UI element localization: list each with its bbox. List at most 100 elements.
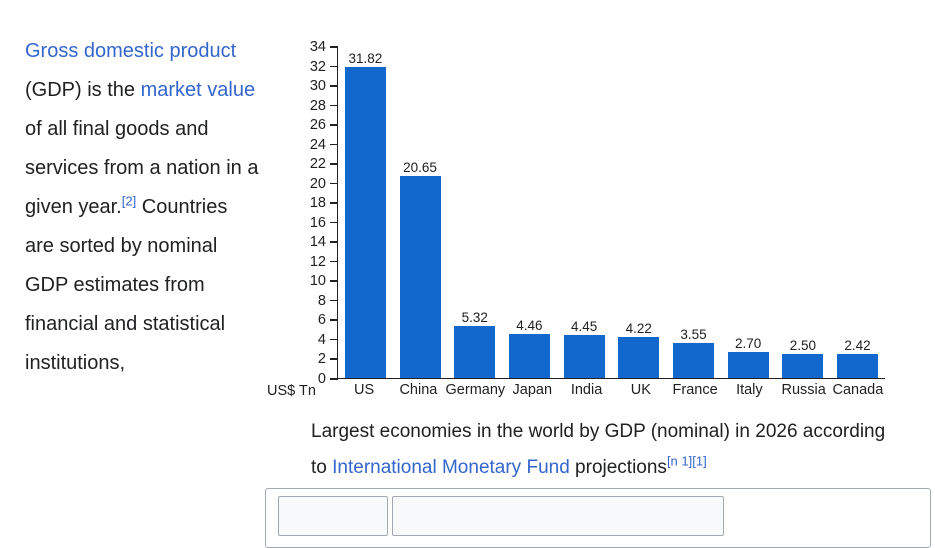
- y-tick-label: 8: [317, 292, 326, 309]
- y-tick-mark: [330, 338, 338, 341]
- y-tick-mark: [330, 280, 338, 282]
- y-tick-label: 18: [309, 195, 326, 212]
- intro-paragraph: Gross domestic product (GDP) is the mark…: [25, 32, 261, 383]
- chart-x-labels: US China Germany Japan India UK France Italy Rus…: [337, 382, 885, 398]
- bar-india: [563, 334, 605, 378]
- y-tick-label: 32: [309, 58, 326, 75]
- bar-value-label: 2.50: [789, 337, 816, 353]
- bar-value-label: 4.46: [516, 318, 543, 334]
- axis-unit-label: US$ Tn: [267, 383, 316, 399]
- y-tick-label: 30: [309, 78, 326, 95]
- reference-2[interactable]: [2]: [122, 193, 136, 208]
- bar-group-canada: 2.42: [837, 47, 879, 378]
- chart-plot-area: 0 2 4 6 8 10 12 14 16 18 20 22 24 26 28 30 32 34 31.82 20.6…: [310, 39, 885, 387]
- bar-russia: [782, 353, 824, 378]
- bar-value-label: 31.82: [348, 51, 383, 67]
- imf-link[interactable]: International Monetary Fund: [332, 457, 570, 478]
- gdp-link[interactable]: Gross domestic product: [25, 40, 237, 62]
- y-tick-mark: [330, 319, 338, 321]
- bar-uk: [618, 336, 660, 378]
- x-axis-label-uk: UK: [630, 382, 651, 398]
- y-tick-mark: [330, 260, 338, 263]
- y-tick-label: 12: [309, 253, 326, 270]
- y-tick-label: 22: [309, 156, 326, 173]
- bar-us: [344, 67, 386, 378]
- y-tick-label: 10: [309, 273, 326, 290]
- y-tick-label: 2: [317, 351, 326, 368]
- y-tick-mark: [330, 299, 338, 302]
- y-tick-label: 34: [309, 39, 326, 55]
- y-tick-mark: [330, 358, 338, 360]
- y-tick-mark: [330, 241, 338, 243]
- bottom-table-cell-right: [392, 496, 724, 536]
- reference-2-link[interactable]: [2]: [121, 193, 137, 209]
- bar-value-label: 4.45: [570, 318, 598, 334]
- intro-text-2: of all final goods and services from a n…: [25, 118, 259, 218]
- bar-group-france: 3.55: [672, 47, 714, 378]
- bar-group-germany: 5.32: [454, 47, 496, 378]
- bar-value-label: 4.22: [625, 320, 652, 336]
- x-axis-label-russia: Russia: [781, 382, 826, 398]
- intro-text-3: Countries are sorted by nominal GDP esti…: [25, 196, 228, 374]
- y-tick-mark: [330, 182, 338, 185]
- x-axis-label-canada: Canada: [832, 382, 884, 398]
- reference-1-link[interactable]: [1]: [692, 453, 707, 469]
- y-tick-label: 20: [309, 175, 326, 192]
- intro-text-1: (GDP) is the: [25, 79, 141, 101]
- y-tick-label: 16: [309, 214, 326, 231]
- y-tick-mark: [330, 85, 338, 87]
- y-tick-label: 6: [317, 312, 326, 329]
- x-axis-label-france: France: [672, 382, 718, 398]
- x-axis-label-germany: Germany: [445, 382, 506, 398]
- reference-n1[interactable]: [n 1]: [667, 454, 692, 469]
- y-tick-label: 4: [317, 331, 326, 348]
- bottom-table-edge: [265, 488, 931, 548]
- bar-germany: [454, 326, 496, 378]
- bar-value-label: 20.65: [403, 160, 437, 176]
- y-tick-label: 14: [309, 234, 326, 251]
- bar-france: [672, 343, 714, 378]
- bar-group-china: 20.65: [399, 47, 441, 378]
- bar-value-label: 3.55: [680, 327, 707, 343]
- x-axis-label-italy: Italy: [736, 382, 763, 398]
- bar-group-japan: 4.46: [508, 47, 550, 378]
- bottom-table-cell-left: [278, 496, 388, 536]
- y-tick-mark: [330, 378, 338, 380]
- y-tick-mark: [330, 46, 338, 48]
- chart-x-axis: US$ Tn US China Germany Japan India UK France I…: [267, 382, 885, 399]
- x-axis-label-japan: Japan: [512, 382, 553, 398]
- caption-text-before: Largest economies in the world by GDP (n…: [311, 421, 886, 478]
- x-axis-label-india: India: [570, 382, 603, 398]
- y-tick-mark: [330, 124, 338, 126]
- y-tick-mark: [330, 143, 338, 146]
- caption-text-after: projections: [569, 457, 667, 478]
- bar-japan: [508, 334, 550, 378]
- gdp-bar-chart: 0 2 4 6 8 10 12 14 16 18 20 22 24 26 28 30 32 34 31.82 20.6…: [265, 12, 925, 486]
- bar-group-italy: 2.70: [727, 47, 769, 378]
- y-tick-label: 28: [309, 97, 326, 114]
- bar-group-us: 31.82: [344, 47, 386, 378]
- bar-china: [399, 176, 441, 378]
- y-tick-label: 24: [309, 136, 326, 153]
- bar-group-russia: 2.50: [782, 47, 824, 378]
- y-tick-label: 0: [317, 371, 326, 387]
- chart-caption: Largest economies in the world by GDP (n…: [311, 414, 899, 486]
- chart-plot: 0 2 4 6 8 10 12 14 16 18 20 22 24 26 28 30 32 34 31.82 20.6…: [310, 39, 885, 387]
- market-value-link[interactable]: market value: [140, 79, 256, 101]
- y-tick-mark: [330, 163, 338, 165]
- y-tick-mark: [330, 202, 338, 204]
- bar-canada: [837, 354, 879, 378]
- reference-1[interactable]: [1]: [692, 454, 706, 469]
- bar-value-label: 2.42: [844, 338, 871, 354]
- article-page: Gross domestic product (GDP) is the mark…: [25, 12, 931, 548]
- reference-n1-link[interactable]: [n 1]: [666, 453, 693, 469]
- bar-value-label: 2.70: [735, 335, 762, 351]
- x-axis-label-china: China: [399, 382, 438, 398]
- y-tick-mark: [330, 104, 338, 107]
- bar-group-india: 4.45: [563, 47, 605, 378]
- bar-value-label: 5.32: [461, 310, 488, 326]
- x-axis-label-us: US: [354, 382, 375, 398]
- bar-group-uk: 4.22: [618, 47, 660, 378]
- bar-italy: [727, 351, 769, 378]
- y-tick-mark: [330, 221, 338, 224]
